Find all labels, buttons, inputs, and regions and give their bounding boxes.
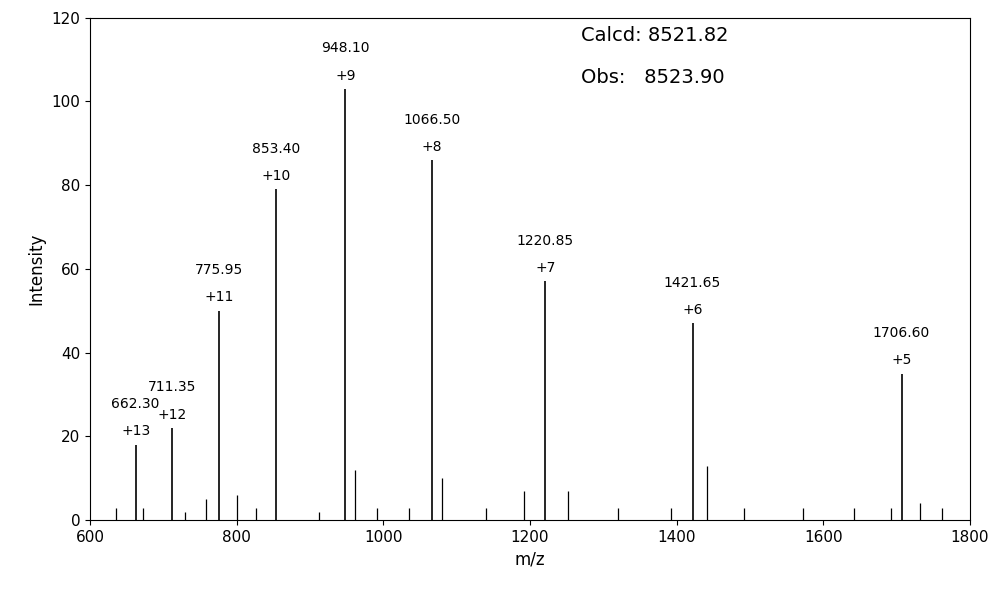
Text: Calcd: 8521.82: Calcd: 8521.82 xyxy=(581,26,729,45)
X-axis label: m/z: m/z xyxy=(515,550,545,569)
Y-axis label: Intensity: Intensity xyxy=(28,233,46,305)
Text: 1421.65: 1421.65 xyxy=(664,276,721,290)
Text: +13: +13 xyxy=(121,424,150,439)
Text: +9: +9 xyxy=(335,69,356,83)
Text: +8: +8 xyxy=(422,140,442,154)
Text: 853.40: 853.40 xyxy=(252,142,300,156)
Text: +5: +5 xyxy=(891,353,912,367)
Text: +11: +11 xyxy=(204,291,234,304)
Text: 711.35: 711.35 xyxy=(147,381,196,395)
Text: +7: +7 xyxy=(535,261,555,275)
Text: +12: +12 xyxy=(157,408,186,422)
Text: 1220.85: 1220.85 xyxy=(517,234,574,248)
Text: 1066.50: 1066.50 xyxy=(403,112,461,126)
Text: 1706.60: 1706.60 xyxy=(873,326,930,340)
Text: +6: +6 xyxy=(682,303,703,317)
Text: Obs:   8523.90: Obs: 8523.90 xyxy=(581,68,725,87)
Text: 662.30: 662.30 xyxy=(111,397,160,411)
Text: +10: +10 xyxy=(261,169,290,183)
Text: 948.10: 948.10 xyxy=(321,41,370,56)
Text: 775.95: 775.95 xyxy=(195,263,243,277)
